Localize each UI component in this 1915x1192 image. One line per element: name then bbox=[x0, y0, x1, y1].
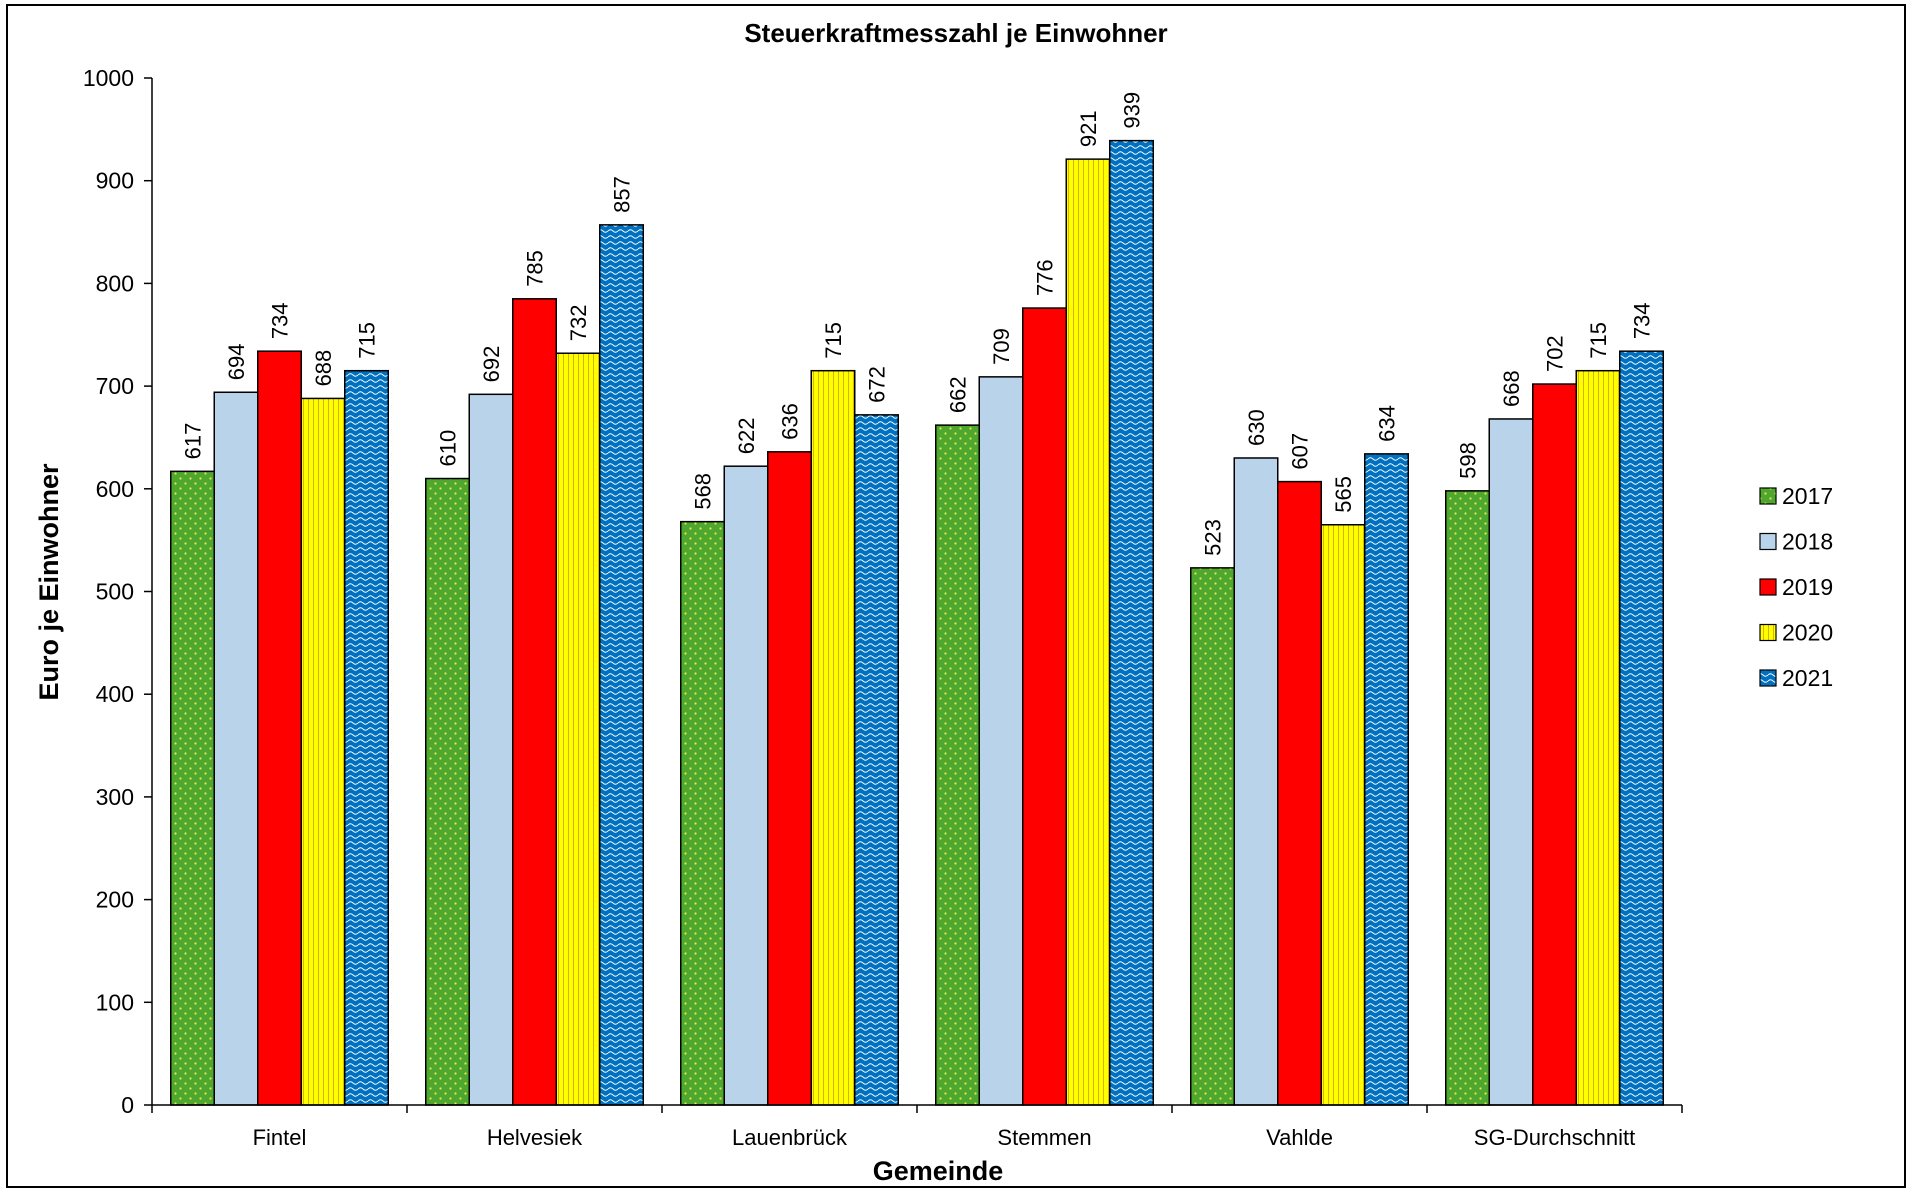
bar-2017 bbox=[425, 477, 470, 1106]
data-label: 634 bbox=[1375, 405, 1400, 442]
y-tick-label: 900 bbox=[96, 168, 134, 194]
bar-2020 bbox=[300, 397, 346, 1106]
bar-2017 bbox=[1190, 567, 1235, 1106]
y-tick-label: 500 bbox=[96, 579, 134, 605]
data-label: 709 bbox=[989, 328, 1014, 365]
bar-2020 bbox=[1320, 523, 1366, 1106]
data-label: 598 bbox=[1456, 442, 1481, 479]
data-label: 688 bbox=[311, 350, 336, 387]
bar-2018 bbox=[468, 393, 514, 1106]
y-axis-label: Euro je Einwohner bbox=[34, 463, 64, 701]
data-label: 668 bbox=[1499, 370, 1524, 407]
bar-2020 bbox=[1065, 158, 1111, 1106]
x-tick-label: Fintel bbox=[253, 1125, 307, 1150]
y-tick-label: 800 bbox=[96, 270, 134, 296]
legend-swatch-2021 bbox=[1759, 669, 1777, 687]
data-label: 715 bbox=[355, 322, 380, 359]
bar-2019 bbox=[1022, 307, 1067, 1106]
bar-2021 bbox=[599, 224, 644, 1106]
bar-2017 bbox=[935, 424, 980, 1106]
y-tick-label: 100 bbox=[96, 989, 134, 1015]
data-label: 568 bbox=[691, 473, 716, 510]
bar-2019 bbox=[512, 298, 557, 1106]
legend-label-2019: 2019 bbox=[1782, 574, 1833, 600]
data-label: 734 bbox=[1630, 302, 1655, 339]
chart-frame: Steuerkraftmesszahl je Einwohner Euro je… bbox=[6, 4, 1906, 1188]
bar-2018 bbox=[213, 391, 259, 1106]
legend-swatch-2020 bbox=[1759, 623, 1777, 642]
bar-2017 bbox=[170, 470, 215, 1106]
data-label: 565 bbox=[1331, 476, 1356, 513]
chart-title: Steuerkraftmesszahl je Einwohner bbox=[744, 18, 1167, 48]
x-tick-label: Stemmen bbox=[997, 1125, 1091, 1150]
bar-2021 bbox=[1619, 350, 1664, 1106]
data-label: 607 bbox=[1288, 433, 1313, 470]
x-axis-ticks: Fintel Helvesiek Lauenbrück Stemmen Vahlde SG… bbox=[151, 1105, 1683, 1150]
y-tick-label: 700 bbox=[96, 373, 134, 399]
bar-2020 bbox=[1575, 369, 1621, 1106]
bar-2021 bbox=[854, 414, 899, 1106]
bar-2021 bbox=[1109, 139, 1154, 1106]
y-tick-label: 0 bbox=[121, 1092, 134, 1118]
y-tick-label: 400 bbox=[96, 681, 134, 707]
bar-2018 bbox=[723, 465, 769, 1106]
bar-chart: Steuerkraftmesszahl je Einwohner Euro je… bbox=[34, 18, 1833, 1186]
x-tick-label: Helvesiek bbox=[487, 1125, 583, 1150]
bar-2018 bbox=[978, 376, 1024, 1106]
data-label: 734 bbox=[268, 302, 293, 339]
data-label: 785 bbox=[523, 250, 548, 287]
bar-2017 bbox=[680, 520, 725, 1106]
data-label: 776 bbox=[1033, 259, 1058, 296]
data-label: 622 bbox=[734, 417, 759, 454]
bar-2018 bbox=[1488, 418, 1534, 1106]
y-tick-label: 1000 bbox=[83, 65, 134, 91]
y-axis-ticks: 0 100 200 300 400 500 600 700 800 900 1000 bbox=[83, 65, 152, 1118]
x-tick-label: SG-Durchschnitt bbox=[1474, 1125, 1635, 1150]
data-label: 694 bbox=[224, 344, 249, 381]
bar-2017 bbox=[1445, 490, 1490, 1106]
legend-label-2018: 2018 bbox=[1782, 529, 1833, 555]
x-tick-label: Vahlde bbox=[1266, 1125, 1333, 1150]
bar-2019 bbox=[1532, 383, 1577, 1106]
data-label: 662 bbox=[946, 376, 971, 413]
x-axis-label: Gemeinde bbox=[873, 1156, 1004, 1186]
bar-2019 bbox=[1277, 480, 1322, 1106]
bars bbox=[170, 139, 1664, 1106]
y-tick-label: 200 bbox=[96, 887, 134, 913]
data-label: 630 bbox=[1244, 409, 1269, 446]
bar-2021 bbox=[1364, 453, 1409, 1106]
legend: 2017 2018 2019 2020 2021 bbox=[1759, 483, 1833, 691]
data-label: 702 bbox=[1543, 335, 1568, 372]
bar-2019 bbox=[257, 350, 302, 1106]
data-label: 672 bbox=[865, 366, 890, 403]
legend-swatch-2019 bbox=[1759, 578, 1777, 596]
legend-swatch-2018 bbox=[1759, 532, 1777, 551]
legend-label-2017: 2017 bbox=[1782, 483, 1833, 509]
bar-2020 bbox=[555, 352, 601, 1106]
legend-swatch-2017 bbox=[1759, 487, 1777, 505]
bar-2020 bbox=[810, 369, 856, 1106]
legend-label-2020: 2020 bbox=[1782, 620, 1833, 646]
data-label: 921 bbox=[1076, 110, 1101, 147]
data-label: 523 bbox=[1201, 519, 1226, 556]
data-label: 732 bbox=[566, 305, 591, 342]
x-tick-label: Lauenbrück bbox=[732, 1125, 848, 1150]
data-labels: 617 694 734 688 715 610 692 785 732 857 568 622 636 7… bbox=[181, 92, 1655, 556]
data-label: 715 bbox=[821, 322, 846, 359]
data-label: 857 bbox=[610, 176, 635, 213]
y-tick-label: 300 bbox=[96, 784, 134, 810]
data-label: 939 bbox=[1120, 92, 1145, 129]
data-label: 636 bbox=[778, 403, 803, 440]
y-tick-label: 600 bbox=[96, 476, 134, 502]
legend-label-2021: 2021 bbox=[1782, 665, 1833, 691]
bar-2019 bbox=[767, 451, 812, 1106]
bar-2018 bbox=[1233, 457, 1279, 1106]
bar-2021 bbox=[344, 369, 389, 1106]
data-label: 610 bbox=[436, 430, 461, 467]
data-label: 617 bbox=[181, 423, 206, 460]
data-label: 715 bbox=[1586, 322, 1611, 359]
data-label: 692 bbox=[479, 346, 504, 383]
